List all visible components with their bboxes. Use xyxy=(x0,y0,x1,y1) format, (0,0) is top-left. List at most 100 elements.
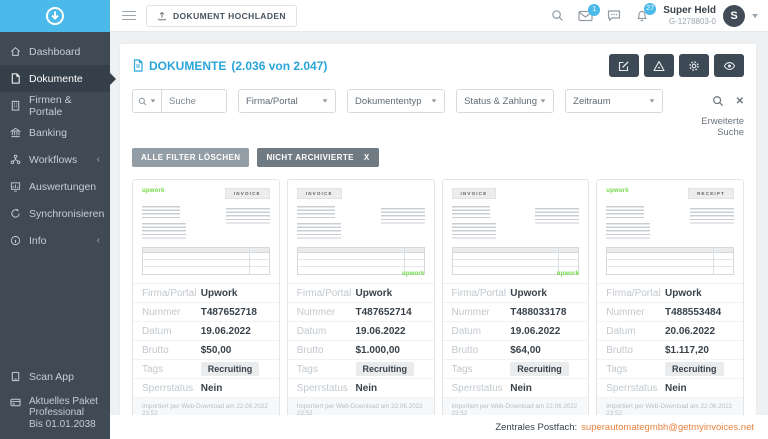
tag-chip[interactable]: Recruiting xyxy=(510,362,569,376)
chat-icon[interactable] xyxy=(607,9,621,22)
field-value: Upwork xyxy=(665,287,702,299)
field-value: T488033178 xyxy=(510,306,567,318)
advanced-search-link[interactable]: Erweiterte Suche xyxy=(701,116,745,138)
mail-icon[interactable]: 1 xyxy=(578,3,601,22)
sidebar-item-auswertungen[interactable]: Auswertungen xyxy=(0,173,110,200)
select-label: Zeitraum xyxy=(573,95,611,107)
sidebar-item-firmen-portale[interactable]: Firmen & Portale xyxy=(0,92,110,119)
field-firma-portal: Firma/Portal Upwork xyxy=(597,284,743,303)
bell-icon[interactable]: 27 xyxy=(635,2,657,23)
user-menu[interactable]: Super Held G-1278803-0 S xyxy=(663,4,758,27)
field-value: Upwork xyxy=(510,287,547,299)
package-line3: Bis 01.01.2038 xyxy=(29,418,96,430)
field-firma-portal: Firma/Portal Upwork xyxy=(287,284,434,303)
document-fields: Firma/Portal Upwork Nummer T487652714 Da… xyxy=(287,284,434,415)
sidebar-item-dashboard[interactable]: Dashboard xyxy=(0,38,110,65)
document-fields: Firma/Portal Upwork Nummer T488033178 Da… xyxy=(442,284,589,415)
document-fields: Firma/Portal Upwork Nummer T488553484 Da… xyxy=(597,284,743,415)
menu-toggle-icon[interactable] xyxy=(122,10,136,21)
topbar-right: 1 27 Super Held G-1278803-0 S xyxy=(551,2,758,27)
search-input[interactable] xyxy=(161,89,227,113)
sidebar-item-workflows[interactable]: Workflows ‹ xyxy=(0,146,110,173)
field-sperrstatus: Sperrstatus Nein xyxy=(287,379,434,398)
field-sperrstatus: Sperrstatus Nein xyxy=(597,379,743,398)
chevron-left-icon: ‹ xyxy=(96,235,100,246)
filter-status-zahlung[interactable]: Status & Zahlung xyxy=(456,89,555,113)
clear-search-icon[interactable]: ✕ xyxy=(735,95,745,107)
document-preview[interactable]: upwork RECEIPT xyxy=(597,180,743,284)
field-tags: Tags Recruiting xyxy=(287,360,434,379)
user-meta: Super Held G-1278803-0 xyxy=(663,5,716,27)
filter-dokumententyp[interactable]: Dokumententyp xyxy=(347,89,446,113)
upload-button-label: DOKUMENT HOCHLADEN xyxy=(173,10,286,21)
import-info: Importiert per Web-Download am 22.06.202… xyxy=(597,398,743,415)
address-block xyxy=(606,206,651,240)
chevron-down-icon xyxy=(150,99,156,103)
field-tags: Tags Recruiting xyxy=(597,360,743,379)
select-label: Status & Zahlung xyxy=(464,95,537,107)
content-area: DOKUMENTE (2.036 von 2.047) xyxy=(110,32,768,439)
tag-chip[interactable]: Recruiting xyxy=(200,362,260,376)
sidebar-item-label: Banking xyxy=(29,126,67,139)
document-preview[interactable]: INVOICE upwork xyxy=(287,180,434,284)
field-datum: Datum 19.06.2022 xyxy=(133,322,279,341)
document-card: INVOICE upwork Firma/Portal Upwork xyxy=(441,179,590,415)
download-circle-icon xyxy=(45,6,65,26)
filter-chips: ALLE FILTER LÖSCHEN NICHT ARCHIVIERTE X xyxy=(132,148,744,167)
sidebar-item-info[interactable]: Info ‹ xyxy=(0,227,110,254)
edit-mode-button[interactable] xyxy=(609,54,639,77)
sidebar-item-synchronisieren[interactable]: Synchronisieren xyxy=(0,200,110,227)
field-value: T487652714 xyxy=(355,306,412,318)
package-icon xyxy=(10,397,21,432)
tag-chip[interactable]: Recruiting xyxy=(355,362,415,376)
apply-search-icon[interactable] xyxy=(712,95,724,107)
package-line1: Aktuelles Paket xyxy=(29,395,98,407)
import-info: Importiert per Web-Download am 22.06.202… xyxy=(287,398,434,415)
sidebar-item-banking[interactable]: Banking xyxy=(0,119,110,146)
sidebar-item-scan-app[interactable]: Scan App xyxy=(0,365,110,389)
field-value: $1.000,00 xyxy=(355,344,401,356)
search-scope-dropdown[interactable] xyxy=(132,89,161,113)
scan-app-label: Scan App xyxy=(29,370,74,383)
topbar: DOKUMENT HOCHLADEN 1 27 Super Held G-127… xyxy=(110,0,768,32)
package-info: Aktuelles Paket Professional Bis 01.01.2… xyxy=(29,395,98,432)
field-value: T488553484 xyxy=(665,306,722,318)
search-icon[interactable] xyxy=(551,9,564,22)
chip-close-icon[interactable]: X xyxy=(363,153,370,162)
clear-all-filters-chip[interactable]: ALLE FILTER LÖSCHEN xyxy=(132,148,250,167)
central-mailbox-email[interactable]: superautomategmbh@getmyinvoices.net xyxy=(581,421,754,433)
filter-firma-portal[interactable]: Firma/Portal xyxy=(238,89,337,113)
not-archived-chip[interactable]: NICHT ARCHIVIERTE X xyxy=(257,148,379,167)
document-fields: Firma/Portal Upwork Nummer T487652718 Da… xyxy=(133,284,279,415)
page-title-text: DOKUMENTE xyxy=(149,58,227,73)
field-nummer: Nummer T488553484 xyxy=(597,303,743,322)
upload-document-button[interactable]: DOKUMENT HOCHLADEN xyxy=(146,4,297,27)
view-button[interactable] xyxy=(714,54,744,77)
current-package[interactable]: Aktuelles Paket Professional Bis 01.01.2… xyxy=(0,395,110,432)
settings-button[interactable] xyxy=(679,54,709,77)
upwork-logo: upwork xyxy=(142,188,165,194)
tag-chip[interactable]: Recruiting xyxy=(665,362,724,376)
warning-button[interactable] xyxy=(644,54,674,77)
document-card: upwork RECEIPT Firma/Portal Upwo xyxy=(596,179,744,415)
document-preview[interactable]: upwork INVOICE xyxy=(133,180,279,284)
document-icon xyxy=(10,73,21,84)
address-block xyxy=(451,206,496,240)
field-brutto: Brutto $50,00 xyxy=(133,341,279,360)
brand-logo[interactable] xyxy=(0,0,110,32)
central-mailbox-label: Zentrales Postfach: xyxy=(495,421,578,433)
sidebar-item-dokumente[interactable]: Dokumente xyxy=(0,65,116,92)
field-brutto: Brutto $1.000,00 xyxy=(287,341,434,360)
sidebar-item-label: Auswertungen xyxy=(29,180,97,193)
document-type-badge: INVOICE xyxy=(224,188,270,199)
document-card: INVOICE upwork Firma/Portal Upwork xyxy=(286,179,435,415)
document-preview[interactable]: INVOICE upwork xyxy=(442,180,589,284)
invoice-table xyxy=(296,247,425,275)
filter-zeitraum[interactable]: Zeitraum xyxy=(565,89,664,113)
field-value: Upwork xyxy=(200,287,238,299)
info-icon xyxy=(10,235,21,246)
sidebar-item-label: Dashboard xyxy=(29,45,81,58)
field-firma-portal: Firma/Portal Upwork xyxy=(442,284,589,303)
field-value: 20.06.2022 xyxy=(665,325,716,337)
user-name: Super Held xyxy=(663,4,716,16)
